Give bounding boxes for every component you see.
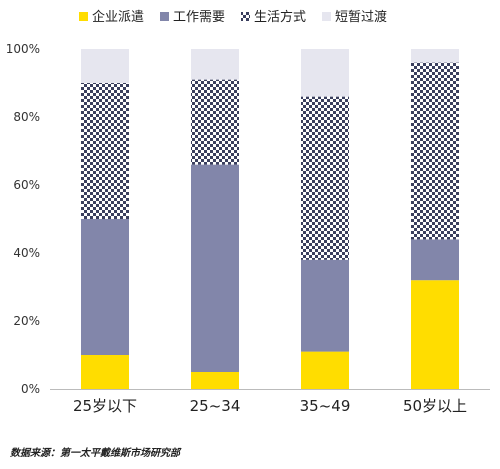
bar-segment-2-- (301, 351, 349, 389)
x-axis: 25岁以下 25~34 35~49 50岁以上 (50, 389, 490, 415)
legend-swatch (241, 12, 250, 21)
bar-segment-2-- (301, 96, 349, 260)
bar-segment-3-- (411, 62, 459, 240)
bar-segment-1-- (191, 49, 239, 80)
x-category-label: 50岁以上 (403, 397, 467, 415)
y-tick-label: 0% (21, 382, 40, 396)
bar-segment-1-- (191, 372, 239, 389)
bar-segment-1-- (191, 79, 239, 165)
x-category-label: 35~49 (300, 397, 351, 415)
legend-label: 企业派遣 (92, 9, 144, 25)
bar-segment-3-- (411, 239, 459, 281)
legend-swatch (322, 12, 331, 21)
bar-segment-0-- (81, 355, 129, 389)
stacked-bar-chart: 企业派遣 工作需要 生活方式 短暂过渡 0% 20% 40% 60% 80% 100% 25岁以… (6, 9, 490, 415)
bar-segment-3-- (411, 49, 459, 63)
legend-label: 工作需要 (173, 10, 225, 25)
y-tick-label: 40% (13, 246, 40, 260)
bar-segment-0-- (81, 49, 129, 83)
bar-segment-2-- (301, 49, 349, 97)
bar-segment-3-- (411, 280, 459, 389)
bar-segment-1-- (191, 164, 239, 372)
bars (81, 49, 459, 389)
bar-segment-0-- (81, 219, 129, 355)
chart-legend: 企业派遣 工作需要 生活方式 短暂过渡 (79, 9, 387, 25)
y-tick-label: 100% (6, 42, 40, 56)
legend-label: 短暂过渡 (335, 9, 387, 25)
legend-swatch (79, 12, 88, 21)
y-tick-label: 80% (13, 110, 40, 124)
legend-swatch (160, 12, 169, 21)
legend-label: 生活方式 (254, 9, 306, 25)
bar-segment-0-- (81, 83, 129, 219)
x-category-label: 25岁以下 (73, 397, 137, 415)
bar-segment-2-- (301, 259, 349, 352)
y-tick-label: 60% (13, 178, 40, 192)
x-category-label: 25~34 (190, 397, 241, 415)
source-note: 数据来源：第一太平戴维斯市场研究部 (10, 448, 180, 459)
y-tick-label: 20% (13, 314, 40, 328)
y-axis: 0% 20% 40% 60% 80% 100% (6, 42, 40, 396)
